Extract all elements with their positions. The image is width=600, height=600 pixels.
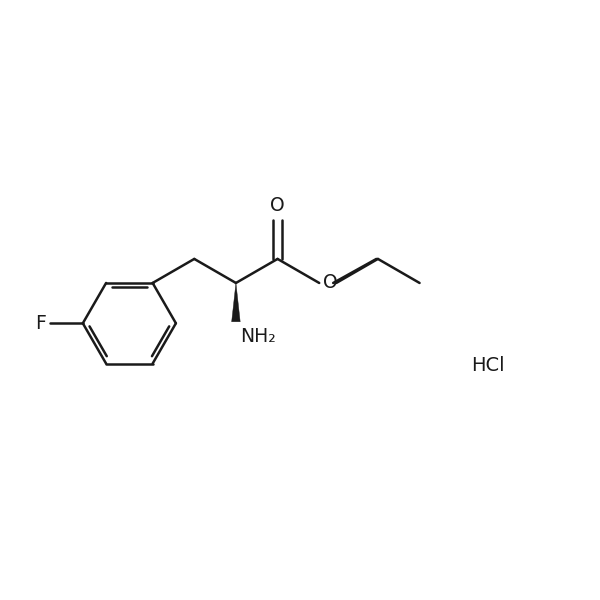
Text: F: F — [35, 314, 46, 333]
Text: NH₂: NH₂ — [241, 327, 277, 346]
Text: HCl: HCl — [470, 356, 504, 376]
Text: O: O — [270, 196, 285, 215]
Text: O: O — [323, 274, 338, 292]
Polygon shape — [232, 283, 240, 322]
